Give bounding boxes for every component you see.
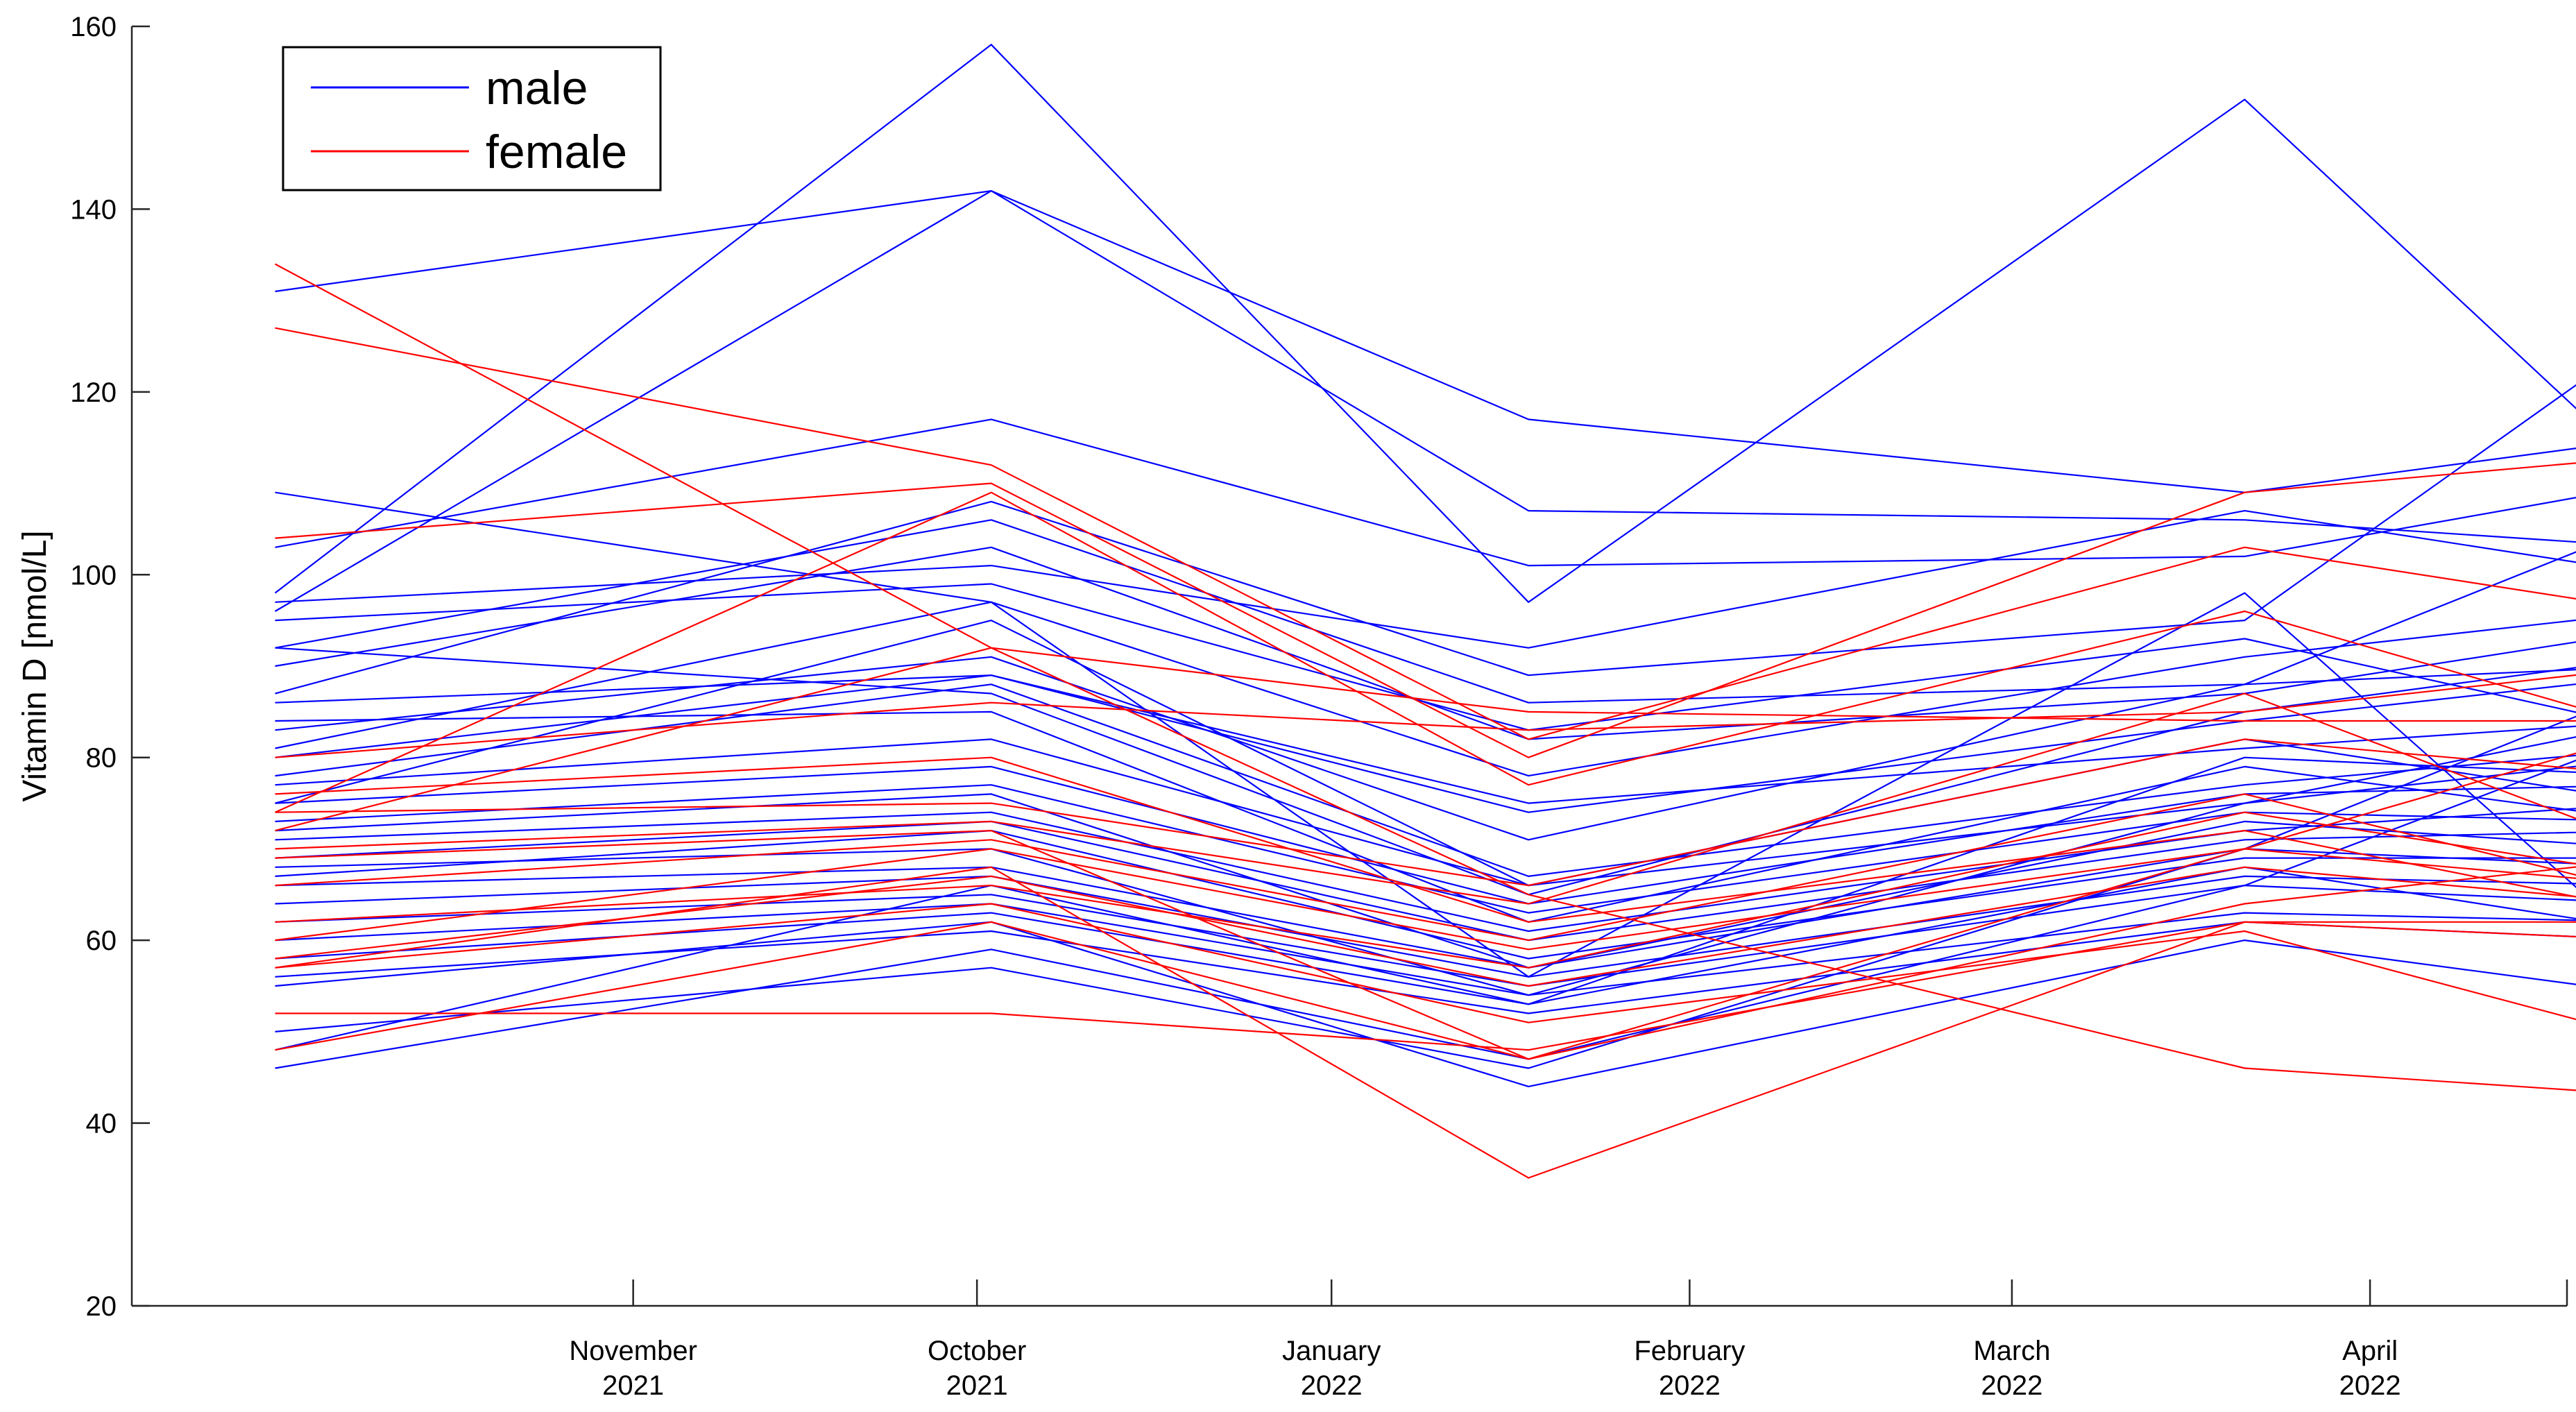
x-tick-label-year-3: 2022 [1301, 1370, 1363, 1401]
x-tick-label-month-4: February [1634, 1336, 1745, 1366]
legend-label-male: male [486, 62, 588, 114]
x-tick-label-month-6: April [2342, 1336, 2398, 1366]
x-tick-label-year-2: 2021 [946, 1370, 1008, 1401]
x-tick-label-year-4: 2022 [1659, 1370, 1721, 1401]
y-axis-title: Vitamin D [nmol/L] [17, 530, 53, 801]
x-tick-label-year-5: 2022 [1981, 1370, 2042, 1401]
y-tick-label-120: 120 [70, 377, 117, 408]
x-tick-label-year-1: 2021 [602, 1370, 664, 1401]
x-tick-label-month-5: March [1973, 1336, 2050, 1366]
y-tick-label-60: 60 [86, 926, 117, 956]
legend: male female [283, 47, 660, 190]
y-tick-label-80: 80 [86, 743, 117, 774]
y-tick-label-100: 100 [70, 560, 117, 590]
x-tick-label-year-6: 2022 [2339, 1370, 2401, 1401]
legend-label-female: female [486, 126, 627, 178]
y-tick-label-40: 40 [86, 1109, 117, 1139]
x-tick-label-month-2: October [928, 1336, 1026, 1366]
y-tick-label-160: 160 [70, 12, 117, 42]
y-tick-label-140: 140 [70, 194, 117, 225]
x-tick-label-month-1: November [569, 1336, 697, 1366]
x-tick-label-month-3: January [1282, 1336, 1381, 1366]
y-tick-label-20: 20 [86, 1291, 117, 1322]
